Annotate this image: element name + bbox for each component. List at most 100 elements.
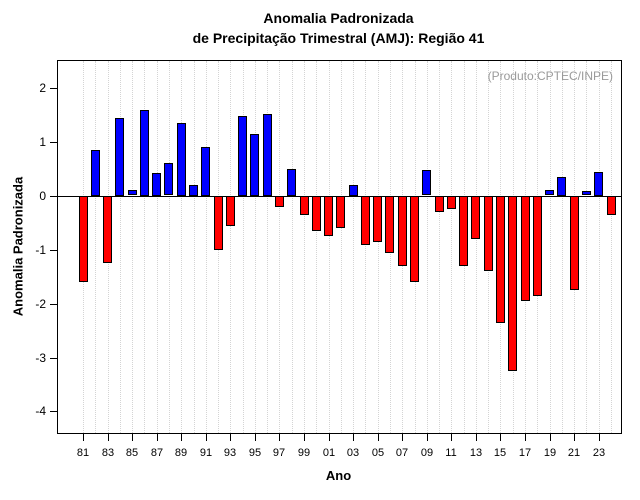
gridline [353,61,354,433]
gridline [599,61,600,433]
y-tick-label: 2 [39,81,46,95]
x-tick-mark [550,434,551,441]
x-tick-label: 13 [469,447,483,459]
bar-97 [275,196,284,207]
gridline [157,61,158,433]
gridline [611,61,612,433]
gridline [243,61,244,433]
x-tick-mark [476,434,477,441]
x-tick-mark [230,434,231,441]
gridline [378,61,379,433]
bar-90 [189,185,198,196]
gridline [206,61,207,433]
gridline [279,61,280,433]
bar-03 [349,185,358,196]
bar-93 [226,196,235,226]
bar-98 [287,169,296,196]
x-tick-mark [329,434,330,441]
x-tick-label: 23 [592,447,606,459]
bar-14 [484,196,493,271]
gridline [194,61,195,433]
bar-17 [521,196,530,301]
x-tick-mark [132,434,133,441]
y-tick-label: 0 [39,189,46,203]
y-tick-mark [50,142,57,143]
bar-02 [336,196,345,228]
y-tick-mark [50,250,57,251]
y-tick-mark [50,88,57,89]
bar-88 [164,163,173,195]
bar-09 [422,170,431,195]
gridline [476,61,477,433]
bar-21 [570,196,579,290]
gridline [451,61,452,433]
bar-82 [91,150,100,196]
bar-13 [471,196,480,239]
x-tick-label: 05 [371,447,385,459]
gridline [427,61,428,433]
x-tick-label: 07 [395,447,409,459]
gridline [95,61,96,433]
gridline [181,61,182,433]
x-tick-mark [279,434,280,441]
x-tick-mark [378,434,379,441]
x-tick-label: 89 [174,447,188,459]
gridline [132,61,133,433]
zero-line [58,196,621,197]
x-tick-mark [574,434,575,441]
gridline [169,61,170,433]
gridline [316,61,317,433]
x-tick-mark [206,434,207,441]
bar-12 [459,196,468,266]
y-tick-label: 1 [39,135,46,149]
x-tick-mark [599,434,600,441]
gridline [550,61,551,433]
y-tick-label: -4 [35,404,46,418]
plot-area: (Produto:CPTEC/INPE) 2 1 0 -1 -2 -3 -4 81 83 85 8… [35,60,622,459]
y-tick-label: -3 [35,351,46,365]
x-tick-label: 87 [150,447,164,459]
bar-83 [103,196,112,263]
x-tick-mark [255,434,256,441]
gridline [144,61,145,433]
gridline [267,61,268,433]
bar-18 [533,196,542,296]
bar-84 [115,118,124,196]
bar-15 [496,196,505,323]
chart-title-line2: de Precipitação Trimestral (AMJ): Região… [192,30,485,46]
bar-00 [312,196,321,231]
x-tick-label: 15 [493,447,507,459]
x-tick-label: 09 [420,447,434,459]
bar-08 [410,196,419,282]
x-tick-label: 19 [543,447,557,459]
gridline [255,61,256,433]
gridline [586,61,587,433]
x-tick-label: 93 [223,447,237,459]
bar-94 [238,116,247,196]
gridline [439,61,440,433]
bar-07 [398,196,407,266]
bar-04 [361,196,370,245]
x-tick-mark [427,434,428,441]
x-tick-mark [402,434,403,441]
x-tick-mark [83,434,84,441]
x-tick-mark [181,434,182,441]
gridline [341,61,342,433]
bar-22 [582,191,591,195]
bar-95 [250,134,259,196]
gridline [120,61,121,433]
source-annotation: (Produto:CPTEC/INPE) [487,69,613,83]
bar-23 [594,172,603,196]
bar-10 [435,196,444,212]
x-tick-mark [157,434,158,441]
x-tick-label: 21 [567,447,581,459]
x-tick-label: 81 [76,447,90,459]
x-tick-label: 03 [346,447,360,459]
bar-24 [607,196,616,215]
x-tick-mark [500,434,501,441]
x-tick-label: 83 [101,447,115,459]
bar-87 [152,173,161,196]
bar-85 [128,190,137,195]
bar-89 [177,123,186,196]
